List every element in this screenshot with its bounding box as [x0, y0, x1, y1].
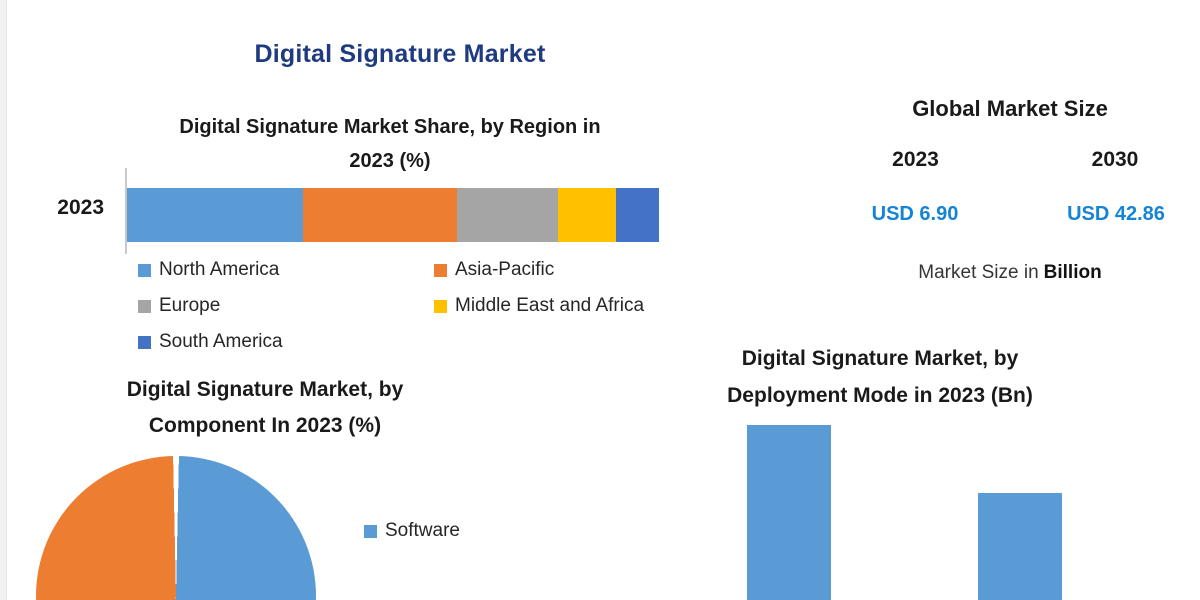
region-chart-title-line2: 2023 (%) — [349, 150, 431, 172]
legend-swatch — [434, 299, 447, 313]
deployment-chart-title-line2: Deployment Mode in 2023 (Bn) — [727, 384, 1033, 407]
region-chart-title-line1: Digital Signature Market Share, by Regio… — [179, 116, 601, 138]
legend-label: North America — [159, 259, 280, 280]
component-chart-title-line2: Component In 2023 (%) — [148, 414, 382, 437]
component-legend-label: Software — [385, 520, 460, 541]
legend-item: Asia-Pacific — [434, 259, 710, 281]
market-size-note: Market Size in Billion — [855, 262, 1165, 284]
global-market-size-title: Global Market Size — [912, 96, 1108, 121]
market-size-year-2023: 2023 — [892, 148, 939, 171]
page-title: Digital Signature Market — [254, 40, 546, 68]
region-segment-south-america — [616, 188, 659, 242]
component-legend: Software — [364, 520, 460, 542]
region-legend: North America Asia-Pacific Europe Middle Ea… — [138, 252, 710, 360]
deployment-chart-title: Digital Signature Market, by Deployment … — [660, 340, 1100, 414]
legend-item: Europe — [138, 295, 434, 317]
region-segment-asia-pacific — [302, 188, 457, 242]
legend-swatch — [138, 263, 151, 277]
region-chart-title: Digital Signature Market Share, by Regio… — [120, 110, 660, 178]
component-chart-title: Digital Signature Market, by Component I… — [55, 372, 475, 444]
deployment-bar — [747, 425, 831, 600]
region-stacked-bar — [127, 188, 659, 242]
region-segment-middle-east-and-africa — [557, 188, 617, 242]
legend-item: Middle East and Africa — [434, 295, 710, 317]
region-category-label: 2023 — [57, 196, 104, 219]
legend-item: North America — [138, 259, 434, 281]
region-axis-line — [125, 168, 127, 254]
market-size-value-2030: USD 42.86 — [1067, 203, 1165, 225]
legend-label: Middle East and Africa — [455, 295, 645, 316]
deployment-chart-title-line1: Digital Signature Market, by — [741, 347, 1019, 370]
left-edge-strip — [0, 0, 7, 600]
region-segment-europe — [456, 188, 558, 242]
market-size-note-unit: Billion — [1043, 262, 1102, 283]
component-chart-title-line1: Digital Signature Market, by — [126, 378, 404, 401]
legend-swatch — [138, 335, 151, 349]
legend-item: South America — [138, 331, 434, 353]
legend-swatch — [434, 263, 447, 277]
legend-swatch — [138, 299, 151, 313]
market-size-year-2030: 2030 — [1091, 148, 1139, 171]
component-legend-swatch — [364, 524, 377, 538]
component-pie — [36, 456, 316, 600]
legend-label: South America — [159, 331, 283, 352]
market-size-value-2023: USD 6.90 — [871, 203, 959, 225]
legend-label: Europe — [159, 295, 221, 316]
market-size-note-prefix: Market Size in — [918, 262, 1039, 283]
legend-label: Asia-Pacific — [455, 259, 555, 280]
deployment-bar — [978, 493, 1062, 600]
region-segment-north-america — [127, 188, 303, 242]
